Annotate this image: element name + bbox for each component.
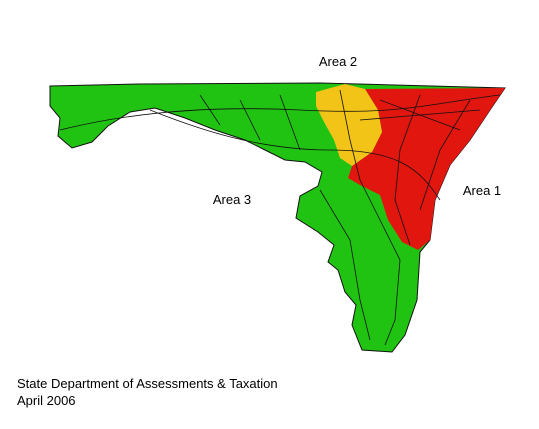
area-1-region (348, 88, 505, 250)
footer-date: April 2006 (17, 393, 76, 408)
region-label: Area 2 (319, 54, 357, 69)
state-shape (49, 82, 506, 353)
region-label: Area 3 (213, 192, 251, 207)
region-label: Area 1 (463, 183, 501, 198)
roads (59, 89, 501, 346)
footer-source: State Department of Assessments & Taxati… (17, 376, 278, 391)
area-2-region (316, 84, 382, 166)
